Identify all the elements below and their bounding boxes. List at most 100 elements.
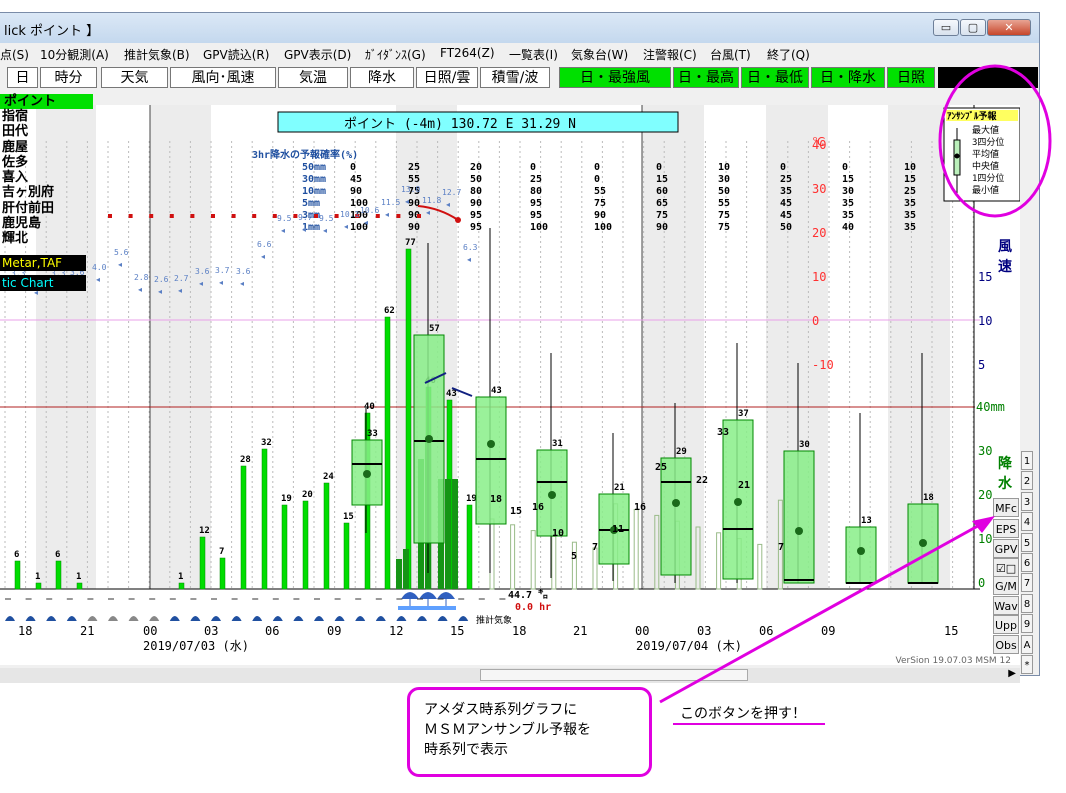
temp-dot: [211, 214, 215, 218]
metar-taf-button[interactable]: Metar,TAF: [0, 255, 86, 271]
station-item[interactable]: 肝付前田: [2, 200, 55, 216]
precip-bar-label: 24: [323, 472, 334, 482]
station-item[interactable]: 輝北: [2, 231, 29, 247]
station-item[interactable]: 鹿児島: [2, 216, 42, 232]
station-item[interactable]: 佐多: [2, 154, 29, 170]
tab-12[interactable]: 日照: [887, 67, 935, 88]
station-item[interactable]: 指宿: [2, 109, 29, 124]
num-tab[interactable]: 4: [1021, 512, 1033, 532]
tab-3[interactable]: 風向･風速: [170, 67, 276, 88]
precip-bar-label: 7: [219, 547, 224, 557]
menu-item[interactable]: 注警報(C): [643, 48, 697, 62]
station-item[interactable]: 田代: [2, 124, 29, 140]
tab-2[interactable]: 天気: [101, 67, 168, 88]
tab-9[interactable]: 日・最高: [673, 67, 739, 88]
station-item[interactable]: 喜入: [2, 170, 29, 186]
tab-5[interactable]: 降水: [350, 67, 414, 88]
wind-value: 12.7: [442, 188, 461, 197]
hour-label: 00: [143, 624, 157, 638]
prob-value: 100: [530, 222, 548, 233]
side-button-0[interactable]: MFc: [993, 498, 1019, 517]
num-tab[interactable]: 7: [1021, 573, 1033, 593]
tab-4[interactable]: 気温: [278, 67, 348, 88]
station-item[interactable]: 吉ヶ別府: [2, 185, 55, 201]
side-button-3[interactable]: ☑□: [993, 558, 1019, 577]
tab-7[interactable]: 積雪/波: [480, 67, 550, 88]
menu-item[interactable]: 一覧表(I): [509, 48, 558, 62]
num-tab[interactable]: 9: [1021, 614, 1033, 634]
side-button-4[interactable]: G/M: [993, 576, 1019, 595]
prob-value: 35: [842, 210, 854, 221]
num-tab[interactable]: 6: [1021, 553, 1033, 572]
prob-value: 75: [656, 210, 668, 221]
side-button-2[interactable]: GPV: [993, 539, 1019, 558]
legend-item: 中央値: [972, 160, 999, 172]
maximize-button[interactable]: ▢: [960, 19, 986, 36]
prob-value: 25: [530, 174, 542, 185]
wind-tick: 5: [978, 358, 985, 372]
precip-bar-label: 62: [384, 306, 395, 316]
tab-6[interactable]: 日照/雲: [416, 67, 478, 88]
scroll-right-icon[interactable]: ▶: [1008, 668, 1016, 679]
wind-arrow-icon: ◂: [219, 278, 223, 287]
precip-bar: [281, 504, 288, 590]
num-tab[interactable]: A: [1021, 634, 1033, 654]
menu-item[interactable]: 推計気象(B): [124, 48, 190, 62]
close-button[interactable]: ✕: [987, 19, 1031, 36]
tab-13[interactable]: [938, 67, 1038, 88]
precip-bar-label: 20: [302, 490, 313, 500]
menu-item[interactable]: GPV表示(D): [284, 48, 352, 62]
horizontal-scrollbar[interactable]: ▶: [0, 668, 1020, 683]
scrollbar-thumb[interactable]: [480, 669, 748, 681]
side-button-7[interactable]: Obs: [993, 635, 1019, 654]
wind-arrow-icon: ◂: [96, 275, 100, 284]
wind-value: 3.7: [215, 266, 230, 275]
rain-icon: [272, 616, 283, 621]
num-tab[interactable]: 3: [1021, 491, 1033, 511]
tab-11[interactable]: 日・降水: [811, 67, 885, 88]
menu-item[interactable]: 台風(T): [710, 48, 751, 62]
forecast-bar-outline: [489, 518, 495, 590]
side-button-6[interactable]: Upp: [993, 615, 1019, 634]
num-tab[interactable]: 5: [1021, 532, 1033, 552]
tab-10[interactable]: 日・最低: [741, 67, 809, 88]
menu-item[interactable]: 気象台(W): [571, 48, 629, 62]
cloud-icon: [149, 616, 160, 621]
temp-tick: 40: [812, 138, 826, 152]
tab-1[interactable]: 時分: [40, 67, 97, 88]
station-item[interactable]: 鹿屋: [2, 139, 29, 155]
wind-value: 11.5: [381, 198, 400, 207]
num-tab[interactable]: 2: [1021, 471, 1033, 491]
num-tab[interactable]: 8: [1021, 593, 1033, 613]
hour-label: 00: [635, 624, 649, 638]
legend-item: 最小値: [972, 184, 999, 196]
minimize-button[interactable]: ▭: [933, 19, 959, 36]
wind-arrow-icon: ◂: [467, 255, 471, 264]
side-button-1[interactable]: EPS: [993, 519, 1019, 538]
side-button-5[interactable]: Wav: [993, 596, 1019, 615]
temp-dot: [417, 214, 421, 218]
title-bar[interactable]: lick ポイント 】 ▭ ▢ ✕: [0, 13, 1039, 43]
tab-0[interactable]: 日: [7, 67, 38, 88]
menu-item[interactable]: FT264(Z): [440, 46, 495, 60]
box-side-label: 18: [490, 494, 502, 505]
station-list-header[interactable]: ポイント: [0, 94, 93, 109]
menu-item[interactable]: 点(S): [0, 48, 29, 62]
point-title-box: [277, 111, 679, 133]
hour-label: 15: [450, 624, 464, 638]
menu-item[interactable]: GPV読込(R): [203, 48, 270, 62]
wind-arrow-icon: ◂: [385, 210, 389, 219]
precip-bar-label: 19: [281, 494, 292, 504]
legend-item: 3四分位: [972, 136, 1004, 148]
menu-item[interactable]: 終了(Q): [767, 48, 810, 62]
num-tab[interactable]: *: [1021, 655, 1033, 674]
box-max-label: 29: [676, 447, 687, 457]
prob-value: 45: [780, 198, 792, 209]
num-tab[interactable]: 1: [1021, 451, 1033, 470]
menu-item[interactable]: 10分観測(A): [40, 48, 109, 62]
menu-item[interactable]: ｶﾞｲﾀﾞﾝｽ(G): [365, 48, 426, 62]
box-mean: [610, 526, 618, 534]
chart-button[interactable]: tic Chart: [0, 275, 86, 291]
tab-8[interactable]: 日・最強風: [559, 67, 671, 88]
box-max-label: 31: [552, 439, 563, 449]
